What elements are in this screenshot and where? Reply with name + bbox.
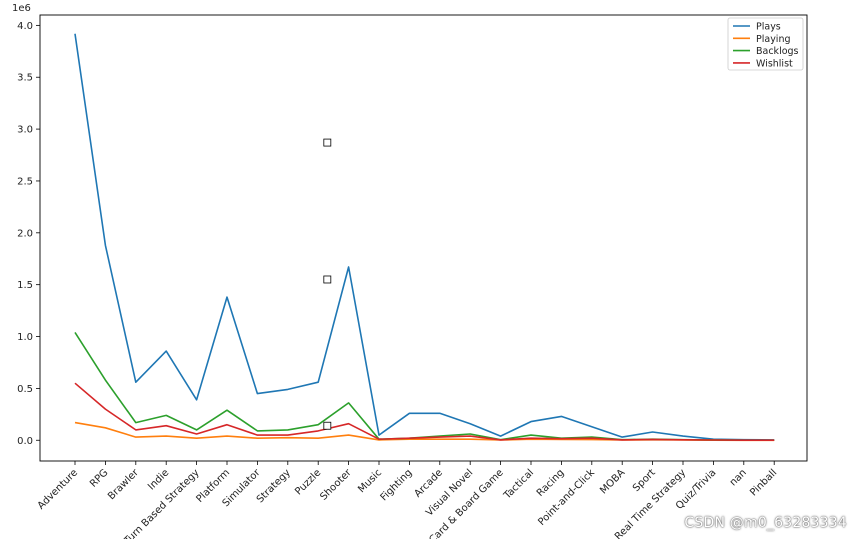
y-tick-label: 3.5 [17, 73, 33, 84]
y-tick-label: 2.5 [17, 176, 33, 187]
y-tick-label: 3.0 [17, 125, 33, 136]
x-tick-label: Indie [146, 467, 171, 492]
y-tick-label: 0.5 [17, 384, 33, 395]
x-tick-label: Music [356, 467, 384, 495]
y-tick-label: 2.0 [17, 228, 33, 239]
x-tick-label: Brawler [106, 467, 142, 503]
series-line-plays [74, 33, 775, 441]
x-tick-label: Fighting [379, 467, 415, 503]
square-marker [323, 138, 332, 147]
x-tick-label: Shooter [318, 467, 354, 503]
x-tick-label: nan [728, 467, 749, 488]
y-tick-label: 4.0 [17, 21, 33, 32]
square-marker [323, 421, 332, 430]
x-tick-label: MOBA [598, 467, 627, 496]
series-line-backlogs [74, 331, 775, 442]
x-tick-label: Sport [631, 467, 658, 494]
y-tick-label: 0.0 [17, 436, 33, 447]
square-marker [323, 275, 332, 284]
x-tick-label: Point-and-Click [536, 467, 597, 528]
y-scale-label: 1e6 [12, 3, 31, 14]
legend-label-backlogs: Backlogs [756, 46, 799, 57]
plot-frame [39, 14, 808, 462]
x-tick-label: Strategy [255, 467, 293, 505]
x-tick-label: Tactical [501, 467, 536, 502]
x-tick-label: Adventure [36, 467, 80, 511]
y-tick-label: 1.5 [17, 280, 33, 291]
legend-label-wishlist: Wishlist [756, 58, 793, 69]
x-tick-label: RPG [88, 467, 110, 489]
watermark-text: CSDN @m0_63283334 [684, 515, 847, 531]
legend-box [727, 17, 804, 71]
x-tick-label: Pinball [748, 467, 779, 498]
y-tick-label: 1.0 [17, 332, 33, 343]
series-line-wishlist [74, 382, 775, 442]
x-tick-label: Puzzle [293, 467, 323, 497]
legend-label-plays: Plays [756, 22, 781, 33]
legend-label-playing: Playing [756, 34, 791, 45]
